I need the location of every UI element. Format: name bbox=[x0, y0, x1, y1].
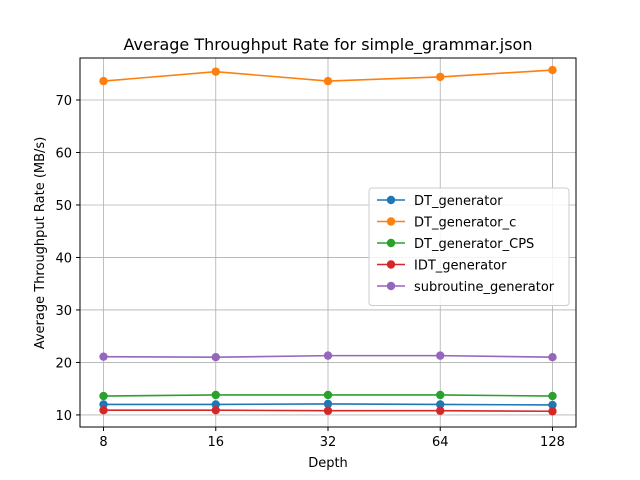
y-tick-label: 60 bbox=[55, 146, 72, 161]
legend-item: DT_generator_c bbox=[377, 216, 516, 231]
data-point bbox=[436, 406, 445, 415]
legend-label: DT_generator_CPS bbox=[414, 237, 534, 252]
data-point bbox=[211, 400, 220, 409]
data-point bbox=[548, 391, 557, 401]
series-DT_generator_c bbox=[99, 65, 557, 86]
y-tick-label: 40 bbox=[55, 251, 72, 266]
y-tick-label: 70 bbox=[55, 94, 72, 109]
legend-label: DT_generator bbox=[414, 194, 503, 209]
x-axis-label: Depth bbox=[308, 456, 348, 471]
data-point bbox=[323, 406, 333, 415]
legend: DT_generator DT_generator_c DT_generator_C… bbox=[368, 187, 570, 306]
x-tick-label: 8 bbox=[99, 435, 107, 450]
series-layer bbox=[99, 65, 557, 416]
legend-marker bbox=[386, 260, 396, 269]
data-point bbox=[99, 391, 108, 401]
data-point bbox=[548, 407, 557, 416]
chart-title: Average Throughput Rate for simple_gramm… bbox=[124, 35, 533, 55]
legend-label: subroutine_generator bbox=[414, 280, 555, 295]
series-DT_generator bbox=[99, 399, 557, 410]
data-point bbox=[436, 400, 445, 409]
data-point bbox=[323, 76, 333, 86]
legend-marker bbox=[386, 238, 396, 248]
legend-marker bbox=[386, 217, 396, 226]
legend-marker bbox=[386, 195, 396, 205]
y-axis-label: Average Throughput Rate (MB/s) bbox=[33, 137, 48, 350]
data-point bbox=[99, 76, 108, 86]
data-point bbox=[99, 352, 108, 361]
data-point bbox=[211, 390, 220, 400]
legend-item: subroutine_generator bbox=[377, 280, 555, 295]
data-point bbox=[436, 351, 445, 360]
data-point bbox=[436, 72, 445, 82]
y-tick-label: 10 bbox=[55, 409, 72, 424]
data-point bbox=[323, 390, 333, 400]
series-DT_generator_CPS bbox=[99, 390, 557, 401]
data-point bbox=[211, 352, 220, 362]
data-point bbox=[323, 351, 333, 360]
legend-item: DT_generator bbox=[377, 194, 503, 209]
y-tick-label: 20 bbox=[55, 356, 72, 371]
data-point bbox=[323, 399, 333, 409]
y-tick-label: 50 bbox=[55, 199, 72, 214]
data-point bbox=[99, 400, 108, 409]
series-IDT_generator bbox=[99, 406, 557, 416]
x-tick-label: 64 bbox=[432, 435, 449, 450]
data-point bbox=[99, 406, 108, 415]
x-tick-label: 32 bbox=[320, 435, 337, 450]
data-point bbox=[548, 65, 557, 75]
data-point bbox=[211, 67, 220, 76]
legend-item: DT_generator_CPS bbox=[377, 237, 534, 252]
legend-label: IDT_generator bbox=[414, 259, 507, 274]
data-point bbox=[548, 352, 557, 362]
y-tick-label: 30 bbox=[55, 304, 72, 319]
x-tick-label: 128 bbox=[540, 435, 565, 450]
data-point bbox=[548, 400, 557, 410]
legend-label: DT_generator_c bbox=[414, 216, 516, 231]
data-point bbox=[211, 406, 220, 415]
legend-item: IDT_generator bbox=[377, 259, 507, 274]
x-tick-label: 16 bbox=[207, 435, 224, 450]
series-subroutine_generator bbox=[99, 351, 557, 362]
ticks: 8 16 32 64 128 10 20 30 40 50 60 70 bbox=[55, 94, 564, 450]
legend-marker bbox=[386, 281, 396, 291]
data-point bbox=[436, 390, 445, 400]
legend-box bbox=[368, 187, 570, 306]
